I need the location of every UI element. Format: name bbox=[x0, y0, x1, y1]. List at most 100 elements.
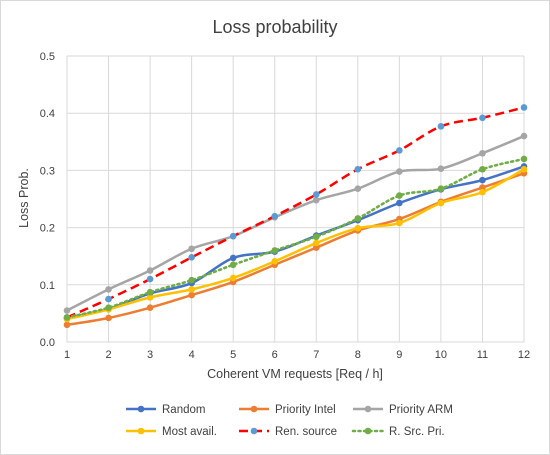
data-point-most-avail bbox=[188, 286, 195, 293]
data-point-random bbox=[396, 199, 403, 207]
data-point-most-avail bbox=[354, 224, 362, 232]
legend-marker bbox=[137, 427, 145, 435]
y-tick-label: 0.1 bbox=[40, 280, 55, 292]
x-tick-label: 5 bbox=[230, 349, 236, 361]
legend-entry-priority-arm: Priority ARM bbox=[353, 404, 453, 416]
data-point-most-avail bbox=[479, 188, 486, 196]
x-tick-label: 9 bbox=[396, 349, 402, 361]
data-point-ren-source bbox=[354, 165, 362, 173]
data-point-priority-arm bbox=[146, 267, 154, 274]
data-point-priority-arm bbox=[188, 245, 195, 253]
data-point-most-avail bbox=[229, 274, 237, 282]
legend: Random Priority Intel Priority ARM Most ava… bbox=[126, 404, 453, 438]
data-point-r-src-pri bbox=[105, 304, 112, 311]
data-point-ren-source bbox=[146, 275, 154, 283]
data-point-random bbox=[479, 176, 486, 184]
data-point-ren-source bbox=[479, 114, 486, 122]
legend-marker bbox=[250, 427, 258, 435]
data-point-most-avail bbox=[437, 199, 445, 207]
data-point-ren-source bbox=[312, 191, 320, 198]
data-point-r-src-pri bbox=[396, 192, 403, 199]
data-point-priority-intel bbox=[146, 304, 154, 311]
data-point-ren-source bbox=[188, 254, 195, 261]
data-point-most-avail bbox=[520, 165, 528, 173]
data-point-priority-arm bbox=[312, 196, 320, 204]
data-point-ren-source bbox=[520, 104, 528, 111]
x-tick-label: 7 bbox=[313, 349, 319, 361]
data-point-r-src-pri bbox=[188, 276, 195, 284]
series-line-r-src-pri bbox=[65, 157, 526, 319]
data-point-priority-arm bbox=[63, 307, 71, 314]
series-r-src-pri bbox=[63, 155, 528, 321]
data-point-random bbox=[229, 254, 237, 262]
x-tick-label: 12 bbox=[518, 349, 530, 361]
legend-label: R. Src. Pri. bbox=[389, 426, 445, 438]
data-point-priority-intel bbox=[63, 321, 71, 329]
series-line-ren-source bbox=[66, 106, 525, 319]
data-point-most-avail bbox=[271, 258, 279, 265]
legend-marker bbox=[250, 405, 258, 413]
data-point-most-avail bbox=[312, 239, 320, 247]
y-tick-label: 0.5 bbox=[40, 51, 55, 63]
legend-label: Ren. source bbox=[275, 426, 337, 438]
legend-marker bbox=[364, 405, 372, 413]
legend-label: Random bbox=[162, 404, 205, 416]
legend-entry-ren-source: Ren. source bbox=[239, 426, 337, 438]
legend-entry-most-avail: Most avail. bbox=[126, 426, 217, 438]
x-tick-label: 10 bbox=[435, 349, 447, 361]
legend-label: Priority ARM bbox=[389, 404, 453, 416]
y-axis-title: Loss Prob. bbox=[17, 168, 31, 228]
x-tick-label: 2 bbox=[105, 349, 111, 361]
data-point-priority-intel bbox=[312, 244, 320, 251]
series-lines bbox=[63, 104, 528, 329]
data-point-priority-arm bbox=[520, 132, 528, 140]
series-random bbox=[63, 163, 528, 322]
series-priority-intel bbox=[63, 169, 528, 329]
x-tick-label: 4 bbox=[189, 349, 195, 361]
data-point-priority-arm bbox=[105, 286, 112, 293]
legend-marker bbox=[137, 405, 145, 413]
data-point-priority-arm bbox=[354, 185, 362, 193]
data-point-r-src-pri bbox=[271, 247, 279, 254]
x-tick-label: 1 bbox=[64, 349, 70, 361]
data-point-priority-intel bbox=[479, 184, 486, 191]
series-line-most-avail bbox=[66, 168, 525, 321]
data-point-r-src-pri bbox=[479, 165, 486, 173]
x-tick-label: 6 bbox=[272, 349, 278, 361]
data-point-priority-arm bbox=[437, 165, 445, 172]
y-tick-label: 0.4 bbox=[40, 108, 55, 120]
chart-title: Loss probability bbox=[212, 17, 337, 37]
data-point-ren-source bbox=[229, 232, 237, 240]
legend-entry-random: Random bbox=[126, 404, 205, 416]
series-line-random bbox=[66, 165, 525, 320]
legend-label: Priority Intel bbox=[275, 404, 336, 416]
data-point-r-src-pri bbox=[312, 233, 320, 241]
series-line-priority-arm bbox=[66, 134, 525, 312]
x-axis-title: Coherent VM requests [Req / h] bbox=[207, 367, 383, 381]
y-tick-label: 0.2 bbox=[40, 223, 55, 235]
data-point-r-src-pri bbox=[146, 288, 154, 296]
data-point-r-src-pri bbox=[437, 185, 445, 193]
data-point-most-avail bbox=[396, 219, 403, 227]
data-point-ren-source bbox=[105, 295, 112, 303]
data-point-r-src-pri bbox=[63, 314, 71, 321]
data-point-priority-intel bbox=[105, 314, 112, 322]
data-point-r-src-pri bbox=[520, 155, 528, 163]
legend-marker bbox=[364, 427, 372, 435]
x-tick-label: 11 bbox=[477, 349, 488, 361]
legend-entry-priority-intel: Priority Intel bbox=[239, 404, 336, 416]
y-tick-label: 0.0 bbox=[40, 337, 55, 349]
series-ren-source bbox=[63, 104, 528, 321]
data-point-ren-source bbox=[396, 147, 403, 154]
x-tick-label: 8 bbox=[355, 349, 361, 361]
data-point-r-src-pri bbox=[354, 215, 362, 222]
data-point-ren-source bbox=[271, 212, 279, 220]
data-point-r-src-pri bbox=[229, 261, 237, 269]
data-point-priority-arm bbox=[479, 149, 486, 157]
x-tick-label: 3 bbox=[147, 349, 153, 361]
legend-label: Most avail. bbox=[162, 426, 217, 438]
y-tick-label: 0.3 bbox=[40, 165, 55, 177]
data-point-most-avail bbox=[146, 294, 154, 301]
axes: 0.00.10.20.30.40.51 2 3 4 5 6 7 8 9 10 11 12 bbox=[40, 51, 530, 361]
